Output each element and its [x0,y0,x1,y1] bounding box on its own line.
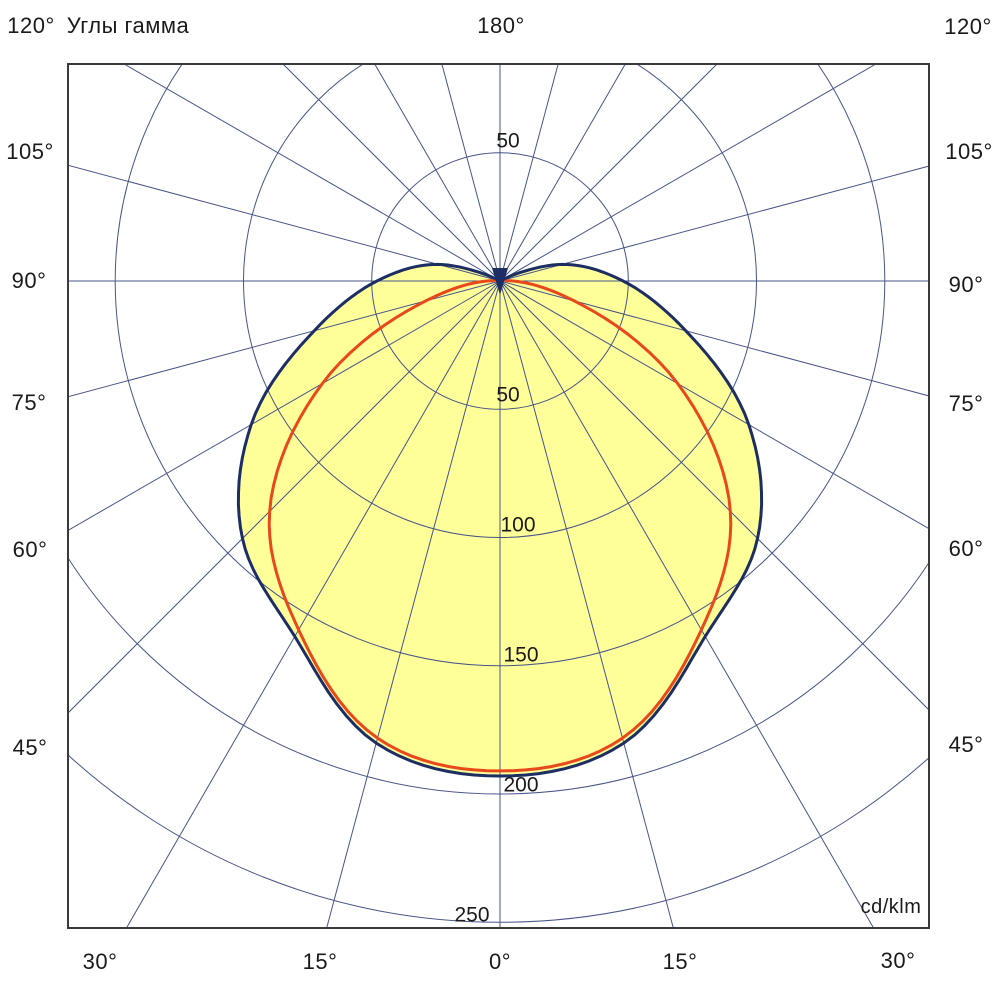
grid-ray-330 [125,280,501,928]
curve-c90-c270 [267,278,733,773]
grid-ray-195 [441,64,501,282]
chart-frame [67,63,930,929]
gamma-top-left-120: 120° [7,13,55,38]
grid-ray-240 [123,64,501,282]
gamma-right-60: 60° [948,536,984,561]
gamma-top-180: 180° [477,13,525,38]
gamma-right-90: 90° [948,272,984,297]
gamma-right-45: 45° [948,732,984,757]
grid-ray-345 [326,280,501,928]
grid-ray-255 [68,164,501,282]
rtick-250: 250 [454,903,490,927]
gamma-left-45: 45° [12,735,48,760]
gamma-bottom-30: 30° [880,948,916,973]
grid-ray-210 [374,64,501,282]
grid-ray-300 [68,280,501,531]
grid-ray-120 [499,64,877,282]
grid-ray-105 [499,165,929,282]
rtick-200: 200 [503,773,539,797]
grid-ray-315 [68,280,501,714]
grid-ray-15 [499,280,674,928]
grid-ray-135 [499,64,718,282]
grid-ray-165 [499,64,559,282]
grid-ray-30 [499,280,875,928]
rtick-150: 150 [503,643,539,667]
grid-ray-285 [68,280,501,398]
rtick-100: 100 [500,513,536,537]
diagram-title: Углы гамма [66,13,190,38]
gamma-right-75: 75° [948,391,984,416]
grid-ray-150 [499,64,626,282]
grid-ray-45 [499,280,929,711]
grid-ray-60 [499,280,929,530]
gamma-bottom-15: 15° [662,949,698,974]
gamma-bottom-m30: 30° [82,949,118,974]
grid-ray-225 [282,64,501,282]
rtick-50-upper: 50 [496,129,520,153]
gamma-left-60: 60° [12,537,48,562]
rtick-50: 50 [496,383,520,407]
gamma-right-105: 105° [945,139,993,164]
gamma-left-105: 105° [6,139,54,164]
gamma-left-90: 90° [11,268,47,293]
gamma-left-75: 75° [11,390,47,415]
gamma-bottom-0: 0° [488,949,512,974]
pole-notch [492,268,508,295]
gamma-top-right-120: 120° [944,14,992,39]
curve-c0-c180 [236,262,764,778]
grid-ray-75 [499,280,929,397]
unit-label: cd/klm [860,896,922,918]
gamma-bottom-m15: 15° [302,949,338,974]
